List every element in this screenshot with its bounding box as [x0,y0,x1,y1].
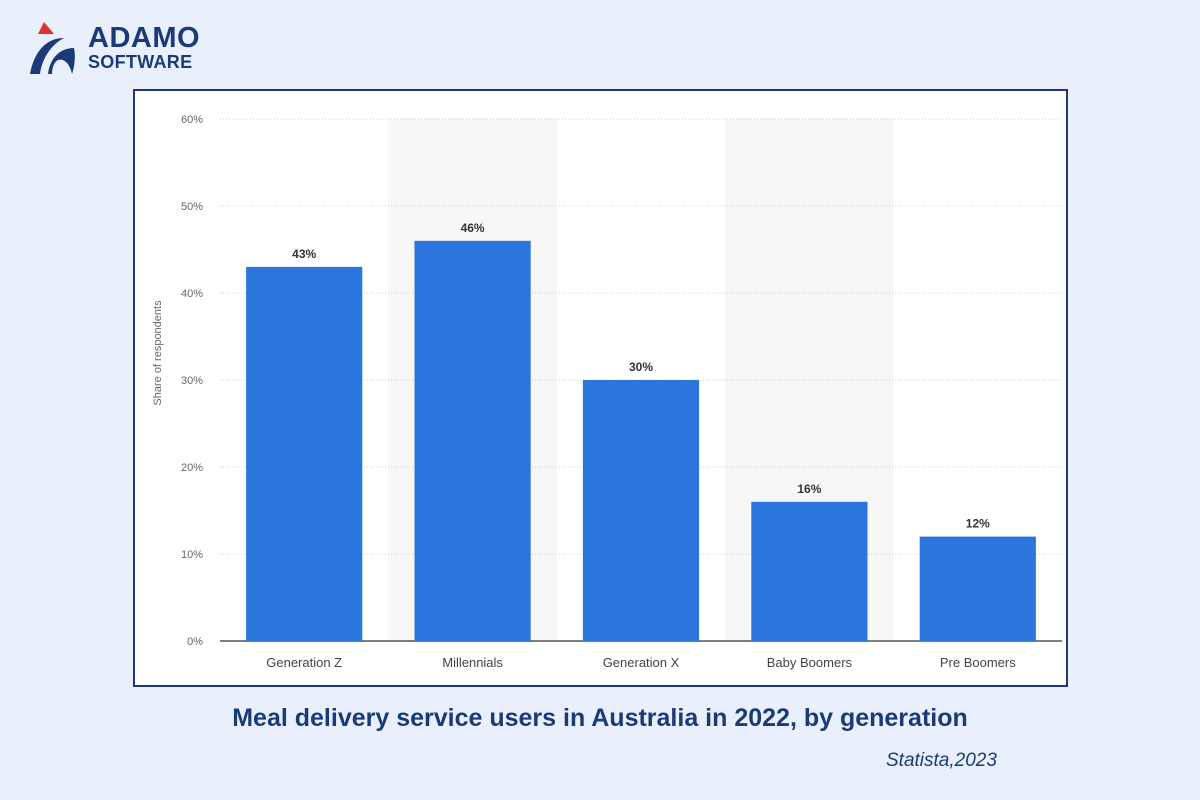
source-note: Statista,2023 [886,750,997,771]
y-tick-label: 10% [181,549,203,561]
data-label: 16% [797,482,821,496]
bar-4 [919,536,1036,641]
logo-line1: ADAMO [88,21,201,54]
x-tick-label: Millennials [442,655,503,670]
bar-chart: 0% 10% 20% 30% 40% 50% 60% 43% Generation Z 46% Mi… [152,114,1062,670]
bar-2 [582,380,700,641]
chart-frame: 0% 10% 20% 30% 40% 50% 60% 43% Generation Z 46% Mi… [133,89,1068,687]
chart-caption: Meal delivery service users in Australia… [232,704,968,732]
data-label: 30% [629,360,653,374]
x-tick-label: Generation X [603,655,680,670]
y-tick-label: 40% [181,288,203,300]
x-tick-label: Generation Z [266,655,342,670]
y-tick-label: 0% [187,636,203,648]
bar-1 [414,240,531,642]
data-label: 43% [292,247,316,261]
y-tick-label: 60% [181,114,203,126]
y-axis-label: Share of respondents [152,300,164,406]
logo-mark-icon [30,22,75,74]
data-label: 12% [966,517,990,531]
bar-0 [246,266,363,641]
logo-line2: SOFTWARE [88,51,193,72]
y-tick-label: 20% [181,462,203,474]
x-tick-label: Pre Boomers [940,655,1016,670]
y-tick-label: 30% [181,375,203,387]
data-label: 46% [461,221,485,235]
x-tick-label: Baby Boomers [767,655,853,670]
bar-3 [751,501,868,641]
adamo-logo: ADAMO SOFTWARE [28,18,200,76]
y-tick-label: 50% [181,201,203,213]
